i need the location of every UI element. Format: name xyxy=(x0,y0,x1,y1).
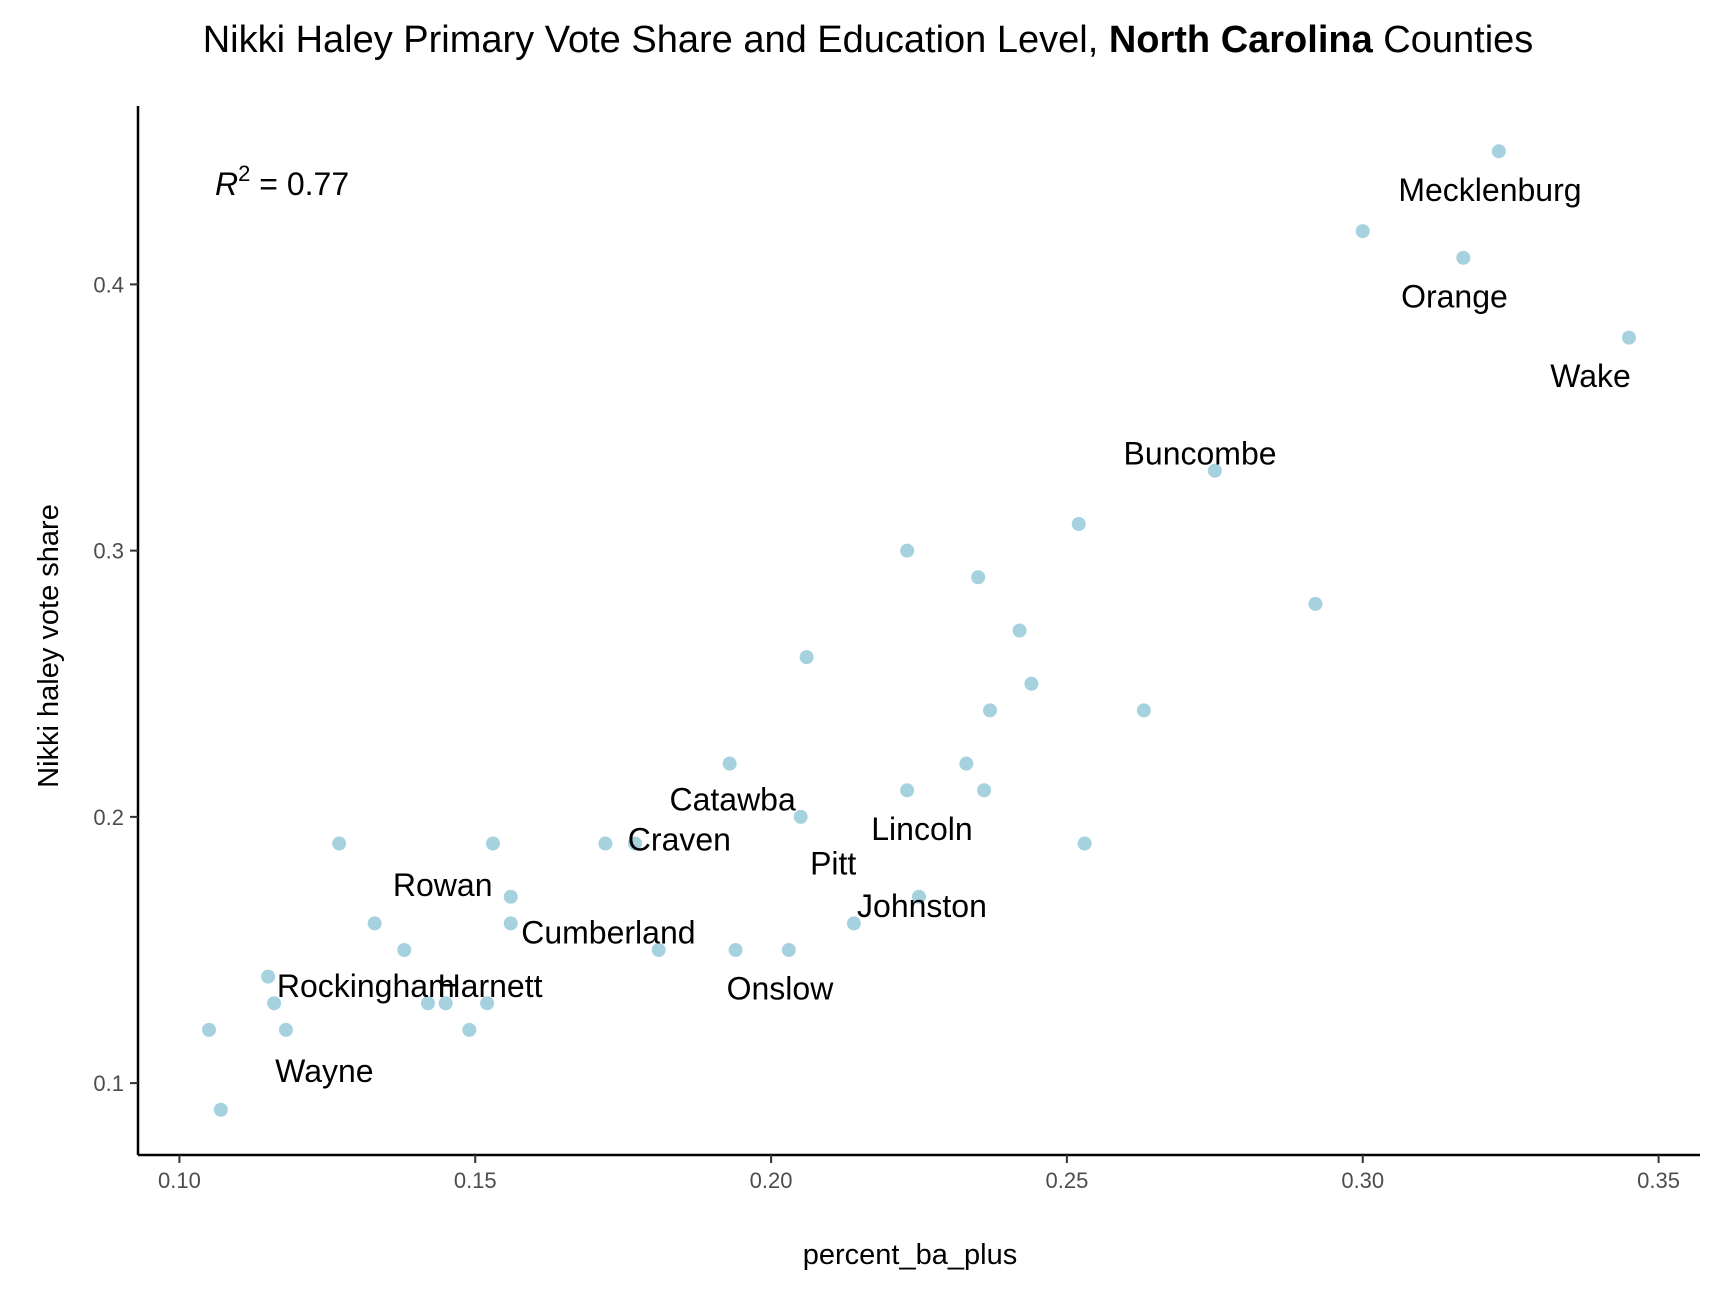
data-point xyxy=(799,650,814,665)
data-point xyxy=(332,836,347,851)
y-axis-title: Nikki haley vote share xyxy=(33,504,65,788)
county-label: Rockingham xyxy=(277,968,455,1004)
data-point xyxy=(438,996,453,1011)
data-point xyxy=(781,942,796,957)
county-label: Cumberland xyxy=(521,915,695,951)
x-tick-label: 0.15 xyxy=(454,1168,497,1193)
data-point xyxy=(202,1022,216,1037)
y-tick-label: 0.3 xyxy=(93,539,124,564)
data-point xyxy=(651,942,666,957)
county-label: Buncombe xyxy=(1124,435,1277,471)
data-point xyxy=(397,942,412,957)
data-point xyxy=(983,703,997,718)
chart-title-suffix: Counties xyxy=(1373,19,1534,61)
chart-title: Nikki Haley Primary Vote Share and Educa… xyxy=(203,19,1534,61)
y-tick-label: 0.2 xyxy=(93,805,124,830)
data-point xyxy=(912,889,926,904)
county-label: Harnett xyxy=(438,968,543,1004)
r-squared-value: = 0.77 xyxy=(250,166,349,202)
data-point xyxy=(722,756,737,771)
data-point xyxy=(213,1102,228,1117)
data-point xyxy=(1355,224,1370,239)
county-label: Onslow xyxy=(727,971,835,1007)
data-point xyxy=(900,783,915,798)
data-point xyxy=(1136,703,1151,718)
data-point xyxy=(267,996,282,1011)
data-point xyxy=(480,996,495,1011)
r-squared-superscript: 2 xyxy=(238,161,250,186)
data-point xyxy=(1012,623,1027,638)
x-tick-label: 0.10 xyxy=(158,1168,201,1193)
county-label: Craven xyxy=(628,822,731,858)
point-labels-layer: Mecklenburg Orange Wake Buncombe Catawba Crav… xyxy=(275,172,1631,1089)
data-point xyxy=(1622,330,1636,345)
county-label: Mecklenburg xyxy=(1398,172,1581,208)
data-point xyxy=(900,543,915,558)
x-axis-ticks: 0.10 0.15 0.20 0.25 0.30 0.35 xyxy=(158,1155,1680,1193)
data-point xyxy=(1077,836,1092,851)
x-tick-label: 0.35 xyxy=(1637,1168,1680,1193)
county-label: Wayne xyxy=(275,1053,373,1089)
data-point xyxy=(1024,676,1039,691)
county-label: Pitt xyxy=(810,845,856,881)
chart-title-bold: North Carolina xyxy=(1109,19,1374,61)
data-point xyxy=(367,916,382,931)
data-point xyxy=(486,836,500,851)
data-point xyxy=(261,969,276,984)
county-label: Johnston xyxy=(857,888,987,924)
y-tick-label: 0.4 xyxy=(93,272,124,297)
r-squared-symbol: R xyxy=(215,166,238,202)
data-point xyxy=(977,783,992,798)
data-point xyxy=(1207,463,1222,478)
x-tick-label: 0.25 xyxy=(1046,1168,1089,1193)
county-label: Catawba xyxy=(669,782,796,818)
data-point xyxy=(278,1022,293,1037)
y-axis-ticks: 0.1 0.2 0.3 0.4 xyxy=(93,272,138,1096)
data-point xyxy=(462,1022,477,1037)
county-label: Lincoln xyxy=(871,811,972,847)
data-point xyxy=(971,570,986,585)
data-point xyxy=(503,916,518,931)
data-point xyxy=(728,942,743,957)
data-point xyxy=(793,809,808,824)
x-tick-label: 0.30 xyxy=(1341,1168,1384,1193)
chart-title-prefix: Nikki Haley Primary Vote Share and Educa… xyxy=(203,19,1109,61)
data-point xyxy=(1308,596,1323,611)
data-point xyxy=(628,836,642,851)
county-label: Wake xyxy=(1550,358,1631,394)
data-point xyxy=(846,916,861,931)
data-point xyxy=(503,889,518,904)
county-label: Rowan xyxy=(393,867,493,903)
x-axis-title: percent_ba_plus xyxy=(803,1239,1017,1271)
y-tick-label: 0.1 xyxy=(93,1071,124,1096)
x-tick-label: 0.20 xyxy=(750,1168,793,1193)
data-point xyxy=(598,836,613,851)
data-point xyxy=(959,756,974,771)
county-label: Orange xyxy=(1401,278,1508,314)
r-squared-annotation: R2 = 0.77 xyxy=(215,161,349,202)
points-layer xyxy=(202,144,1636,1117)
data-point xyxy=(1491,144,1506,159)
data-point xyxy=(1456,250,1471,265)
data-point xyxy=(420,996,435,1011)
data-point xyxy=(1071,517,1086,532)
